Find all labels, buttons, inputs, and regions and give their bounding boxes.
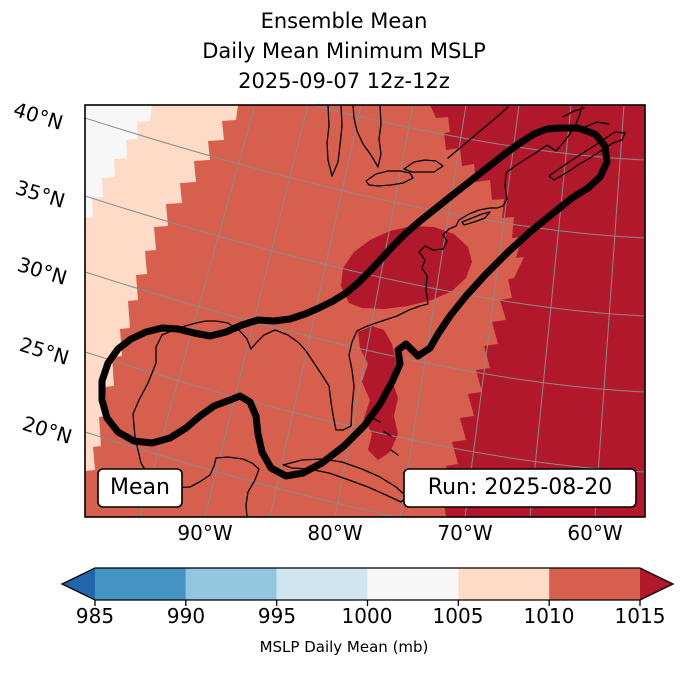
lon-tick-80w: 80°W — [307, 521, 363, 545]
colorbar — [60, 567, 675, 606]
cb-tick-1005: 1005 — [432, 604, 484, 628]
mean-label: Mean — [110, 475, 170, 500]
coastlines — [132, 105, 626, 517]
mslp-map-field — [85, 105, 645, 517]
mean-label-box — [97, 468, 183, 508]
mean-contour-outline — [98, 124, 611, 480]
run-label: Run: 2025-08-20 — [427, 475, 613, 500]
cb-tick-1000: 1000 — [341, 604, 393, 628]
lon-tick-70w: 70°W — [437, 521, 493, 545]
lon-tick-60w: 60°W — [567, 521, 623, 545]
title-line-1: Ensemble Mean — [260, 9, 428, 33]
colorbar-ticks — [94, 600, 641, 606]
cb-tick-1015: 1015 — [614, 604, 666, 628]
cb-tick-990: 990 — [166, 604, 206, 628]
map-border — [84, 104, 646, 518]
cb-tick-985: 985 — [75, 604, 115, 628]
cb-tick-1010: 1010 — [523, 604, 575, 628]
graticule — [85, 105, 645, 517]
lon-tick-90w: 90°W — [177, 521, 233, 545]
title-line-3: 2025-09-07 12z-12z — [238, 69, 450, 93]
title-line-2: Daily Mean Minimum MSLP — [202, 39, 486, 63]
colorbar-label: MSLP Daily Mean (mb) — [259, 638, 429, 656]
cb-tick-995: 995 — [257, 604, 297, 628]
run-label-box — [403, 468, 637, 508]
